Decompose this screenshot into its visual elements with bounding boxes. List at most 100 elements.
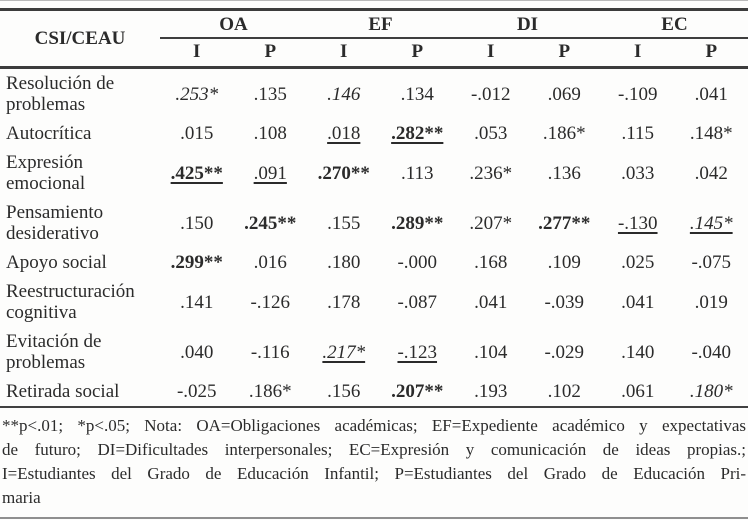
value-cell: .015 <box>180 123 214 144</box>
group-header-ef: EF <box>307 9 454 39</box>
value-cell: -.029 <box>544 341 585 363</box>
value-cell: .299** <box>170 252 223 273</box>
value-cell: -.116 <box>250 341 290 363</box>
value-cell: .091 <box>253 162 287 184</box>
row-label: Expresión emocional <box>6 152 86 194</box>
value-cell: .207** <box>380 377 454 408</box>
value-cell: .104 <box>474 341 508 363</box>
row-label: Evitación de problemas <box>6 331 102 373</box>
value-cell: .109 <box>547 252 581 273</box>
value-cell: .041 <box>474 291 508 313</box>
value-cell: .168 <box>474 252 508 273</box>
value-cell: .186* <box>542 123 586 144</box>
value-cell: .277** <box>538 212 591 234</box>
value-cell: .033 <box>621 162 655 184</box>
subheader-i-oa: I <box>160 38 234 69</box>
subheader-p-oa: P <box>233 38 307 69</box>
table-row: Evitación de problemas .040 -.116 .217* -.12… <box>0 327 748 377</box>
row-label: Resolución de problemas <box>6 73 115 115</box>
value-cell: -.075 <box>691 252 732 273</box>
value-cell: .289** <box>391 212 444 234</box>
value-cell: .113 <box>400 162 434 184</box>
row-label: Pensamiento desiderativo <box>6 202 104 244</box>
table-row: Expresión emocional .425** .091 .270** .113.… <box>0 148 748 198</box>
value-cell: .282** <box>391 123 444 144</box>
value-cell: .069 <box>547 83 581 105</box>
corner-header: CSI/CEAU <box>0 9 160 69</box>
footnote-line: maria <box>2 488 41 507</box>
value-cell: .156 <box>307 377 381 408</box>
group-header-row: CSI/CEAU OA EF DI EC <box>0 9 748 69</box>
value-cell: .041 <box>694 83 728 105</box>
value-cell: -.040 <box>691 341 732 363</box>
table-row: Reestructuración cognitiva .141 -.126 .178 -… <box>0 277 748 327</box>
value-cell: .178 <box>327 291 361 313</box>
row-label: Reestructuración cognitiva <box>6 281 135 323</box>
value-cell: .053 <box>474 123 508 144</box>
value-cell: .150 <box>180 212 214 234</box>
footnote-line: **p<.01; *p<.05; Nota: OA=Obligaciones a… <box>2 416 746 435</box>
value-cell: .217* <box>322 341 366 363</box>
value-cell: .146 <box>327 83 361 105</box>
subheader-p-ef: P <box>380 38 454 69</box>
group-header-di: DI <box>454 9 601 39</box>
value-cell: .253* <box>175 83 219 105</box>
value-cell: .061 <box>601 377 675 408</box>
value-cell: .270** <box>317 162 370 184</box>
subheader-p-ec: P <box>674 38 748 69</box>
value-cell: .245** <box>244 212 297 234</box>
value-cell: .041 <box>621 291 655 313</box>
value-cell: .207* <box>469 212 513 234</box>
value-cell: -.000 <box>397 252 438 273</box>
row-label: Autocrítica <box>6 123 92 144</box>
subheader-i-ef: I <box>307 38 381 69</box>
value-cell: .135 <box>253 83 287 105</box>
value-cell: .136 <box>547 162 581 184</box>
value-cell: -.087 <box>397 291 438 313</box>
value-cell: .025 <box>621 252 655 273</box>
group-header-ec: EC <box>601 9 748 39</box>
footnote-line: I=Estudiantes del Grado de Educación Inf… <box>2 464 746 483</box>
table-row: Retirada social -.025.186* .156.207** .193.… <box>0 377 748 408</box>
value-cell: .102 <box>527 377 601 408</box>
value-cell: .155 <box>327 212 361 234</box>
subheader-i-di: I <box>454 38 528 69</box>
value-cell: .148* <box>689 123 733 144</box>
value-cell: .236* <box>469 162 513 184</box>
value-cell: -.109 <box>617 83 658 105</box>
row-label: Retirada social <box>0 377 160 408</box>
value-cell: .180* <box>674 377 748 408</box>
value-cell: .193 <box>454 377 528 408</box>
value-cell: .180 <box>327 252 361 273</box>
table-row: Pensamiento desiderativo .150 .245** .155 .2… <box>0 198 748 248</box>
row-label: Apoyo social <box>6 252 107 273</box>
value-cell: -.012 <box>470 83 511 105</box>
value-cell: -.025 <box>160 377 234 408</box>
value-cell: .042 <box>694 162 728 184</box>
value-cell: .425** <box>170 162 223 184</box>
bottom-rule <box>0 517 748 519</box>
value-cell: -.130 <box>617 212 658 234</box>
value-cell: .186* <box>233 377 307 408</box>
value-cell: -.123 <box>397 341 438 363</box>
value-cell: .134 <box>400 83 434 105</box>
table-row: Resolución de problemas .253* .135 .146 .134… <box>0 68 748 120</box>
group-header-oa: OA <box>160 9 307 39</box>
value-cell: -.039 <box>544 291 585 313</box>
table-body: Resolución de problemas .253* .135 .146 .134… <box>0 68 748 408</box>
value-cell: .019 <box>694 291 728 313</box>
value-cell: .040 <box>180 341 214 363</box>
table-footnote: **p<.01; *p<.05; Nota: OA=Obligaciones a… <box>0 414 748 510</box>
table-row: Apoyo social .299** .016 .180 -.000 .168 .109.… <box>0 248 748 277</box>
value-cell: .108 <box>253 123 287 144</box>
value-cell: .115 <box>621 123 655 144</box>
subheader-p-di: P <box>527 38 601 69</box>
value-cell: -.126 <box>250 291 291 313</box>
value-cell: .145* <box>689 212 733 234</box>
footnote-line: de futuro; DI=Dificultades interpersonal… <box>2 440 746 459</box>
table-row: Autocrítica .015 .108 .018 .282** .053 .186* .1… <box>0 119 748 148</box>
